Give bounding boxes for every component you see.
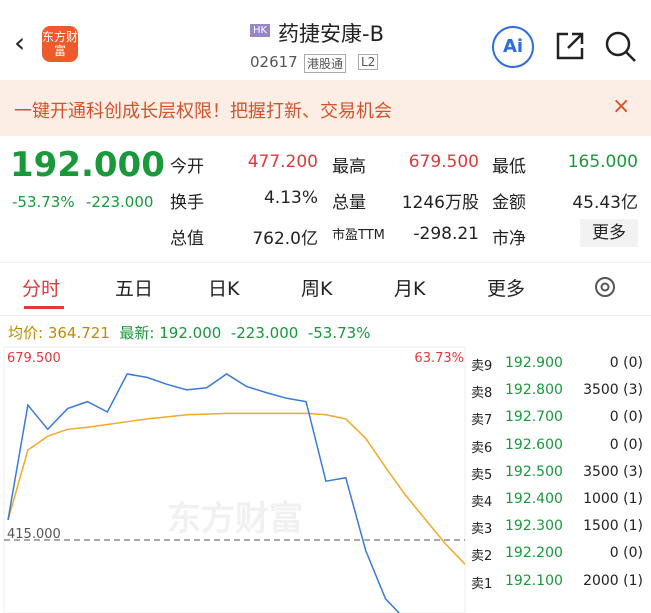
avg-line bbox=[7, 412, 465, 565]
book-label: 卖8 bbox=[471, 386, 493, 402]
avg: 364.721 bbox=[47, 324, 110, 342]
divider bbox=[0, 315, 651, 316]
book-volume: 0 (0) bbox=[609, 355, 643, 371]
ai-button[interactable]: Ai bbox=[492, 26, 534, 68]
book-label: 卖7 bbox=[471, 413, 493, 429]
stock-name: 药捷安康-B bbox=[278, 22, 384, 46]
close[interactable]: × bbox=[612, 94, 631, 119]
field-value: 762.0亿 bbox=[252, 229, 318, 249]
book-price: 192.700 bbox=[505, 409, 563, 426]
field-label: 最低 bbox=[492, 157, 526, 177]
last-label: 最新: bbox=[119, 324, 155, 342]
book-price: 192.600 bbox=[505, 436, 563, 453]
change: -223.000 bbox=[86, 193, 154, 211]
book-volume: 3500 (3) bbox=[583, 382, 643, 399]
field-value: 45.43亿 bbox=[572, 193, 638, 213]
market: HK bbox=[250, 24, 271, 37]
field-label: 总量 bbox=[332, 193, 366, 213]
top-label: 679.500 bbox=[7, 351, 61, 366]
book-price: 192.100 bbox=[505, 572, 563, 589]
book-price: 192.900 bbox=[505, 355, 563, 371]
book-label: 卖2 bbox=[471, 549, 493, 565]
tab[interactable]: 日K bbox=[208, 278, 240, 300]
level: L2 bbox=[358, 54, 379, 70]
book-volume: 0 (0) bbox=[609, 436, 643, 453]
book-price: 192.200 bbox=[505, 545, 563, 562]
field-label: 金额 bbox=[492, 193, 526, 213]
book-label: 卖3 bbox=[471, 522, 493, 538]
field-label: 换手 bbox=[170, 193, 204, 213]
logo[interactable]: 东方财富 bbox=[42, 26, 78, 62]
field-value: 1246万股 bbox=[401, 193, 479, 213]
avg-label: 均价: bbox=[8, 324, 44, 342]
field-label: 市净 bbox=[492, 229, 526, 249]
change-pct: -53.73% bbox=[12, 193, 75, 211]
book-volume: 3500 (3) bbox=[583, 463, 643, 480]
tab[interactable]: 分时 bbox=[22, 278, 61, 300]
watermark: 东方财富 bbox=[167, 499, 303, 539]
banner[interactable] bbox=[0, 80, 651, 136]
book-volume: 1500 (1) bbox=[583, 518, 643, 535]
book-volume: 1000 (1) bbox=[583, 491, 643, 507]
tab[interactable]: 周K bbox=[301, 278, 333, 300]
settings-icon[interactable] bbox=[592, 274, 618, 300]
tag: 港股通 bbox=[304, 54, 347, 73]
last: 192.000 bbox=[159, 324, 222, 342]
field-label: 总值 bbox=[170, 229, 204, 249]
book-volume: 0 (0) bbox=[609, 409, 643, 426]
code: 02617 bbox=[250, 53, 298, 71]
divider bbox=[0, 262, 651, 263]
field-value: -298.21 bbox=[413, 224, 479, 244]
change-pct: -53.73% bbox=[307, 324, 371, 342]
frame bbox=[3, 346, 466, 613]
book-volume: 2000 (1) bbox=[583, 572, 643, 589]
field-value: 165.000 bbox=[567, 152, 638, 172]
price-line bbox=[7, 373, 401, 613]
back[interactable]: ‹ bbox=[14, 26, 26, 59]
book-label: 卖1 bbox=[471, 576, 493, 592]
book-label: 卖5 bbox=[471, 467, 493, 483]
more-button[interactable]: 更多 bbox=[580, 219, 638, 247]
field-label: 今开 bbox=[170, 157, 204, 177]
tab[interactable]: 月K bbox=[394, 278, 426, 300]
price: 192.000 bbox=[10, 145, 165, 185]
book-price: 192.800 bbox=[505, 382, 563, 399]
book-price: 192.400 bbox=[505, 491, 563, 507]
field-value: 477.200 bbox=[247, 152, 318, 172]
book-price: 192.300 bbox=[505, 518, 563, 535]
tab[interactable]: 更多 bbox=[487, 278, 526, 300]
field-value: 4.13% bbox=[263, 188, 318, 208]
book-label: 卖9 bbox=[471, 359, 493, 374]
field-label: 最高 bbox=[332, 157, 366, 177]
search-icon[interactable] bbox=[604, 30, 638, 64]
banner-text[interactable]: 一键开通科创成长层权限！把握打新、交易机会 bbox=[14, 101, 392, 122]
intraday-chart: 东方财富 63.73% 679.500 415.000 bbox=[3, 346, 466, 613]
change: -223.000 bbox=[230, 324, 299, 342]
share-icon[interactable] bbox=[554, 30, 586, 62]
tab[interactable]: 五日 bbox=[115, 278, 154, 300]
book-label: 卖6 bbox=[471, 440, 493, 456]
book-label: 卖4 bbox=[471, 495, 493, 510]
tab-underline bbox=[24, 306, 64, 309]
book-volume: 0 (0) bbox=[609, 545, 643, 562]
field-label: 市盈TTM bbox=[332, 228, 385, 243]
base-label: 415.000 bbox=[7, 527, 61, 542]
book-price: 192.500 bbox=[505, 463, 563, 480]
top-pct: 63.73% bbox=[414, 351, 464, 366]
field-value: 679.500 bbox=[408, 152, 479, 172]
